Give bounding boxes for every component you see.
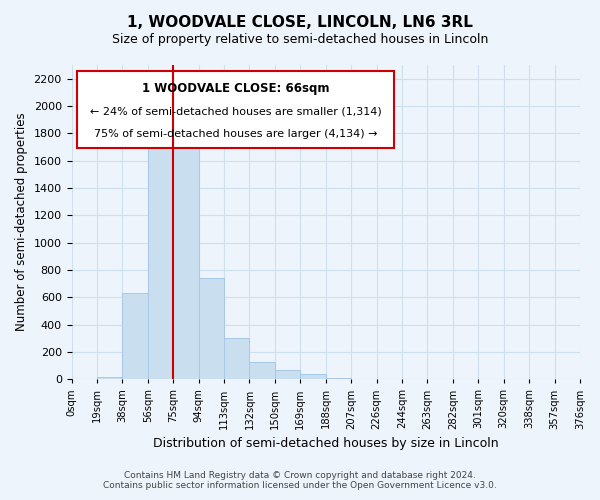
Bar: [122, 293, 148, 380]
X-axis label: Distribution of semi-detached houses by size in Lincoln: Distribution of semi-detached houses by …: [153, 437, 499, 450]
Bar: [148, 129, 173, 380]
Text: ← 24% of semi-detached houses are smaller (1,314): ← 24% of semi-detached houses are smalle…: [89, 106, 382, 117]
Bar: [275, 370, 301, 380]
Bar: [326, 378, 351, 380]
Bar: [199, 278, 224, 380]
FancyBboxPatch shape: [77, 72, 394, 148]
Text: Size of property relative to semi-detached houses in Lincoln: Size of property relative to semi-detach…: [112, 32, 488, 46]
Text: 75% of semi-detached houses are larger (4,134) →: 75% of semi-detached houses are larger (…: [94, 130, 377, 140]
Bar: [301, 374, 326, 380]
Bar: [224, 338, 250, 380]
Bar: [97, 376, 122, 380]
Y-axis label: Number of semi-detached properties: Number of semi-detached properties: [15, 113, 28, 332]
Text: 1, WOODVALE CLOSE, LINCOLN, LN6 3RL: 1, WOODVALE CLOSE, LINCOLN, LN6 3RL: [127, 15, 473, 30]
Text: 1 WOODVALE CLOSE: 66sqm: 1 WOODVALE CLOSE: 66sqm: [142, 82, 329, 94]
Bar: [71, 378, 97, 380]
Bar: [250, 362, 275, 380]
Text: Contains HM Land Registry data © Crown copyright and database right 2024.
Contai: Contains HM Land Registry data © Crown c…: [103, 470, 497, 490]
Bar: [173, 144, 199, 380]
